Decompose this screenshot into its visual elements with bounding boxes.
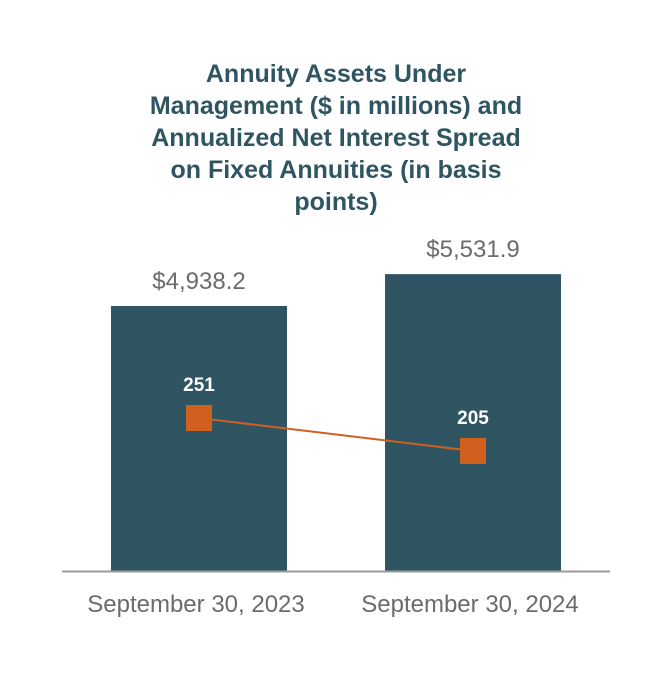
spread-marker-1 [186,405,212,431]
spread-value-label-1: 251 [183,375,215,396]
bar-value-label-1: $4,938.2 [152,268,245,295]
chart-title-line-3: Annualized Net Interest Spread [151,124,521,152]
chart-title: Annuity Assets Under Management ($ in mi… [0,58,672,218]
chart-title-line-1: Annuity Assets Under [205,60,467,88]
spread-marker-2 [460,438,486,464]
x-tick-label-1: September 30, 2023 [87,591,305,618]
chart-title-line-5: points) [294,188,378,216]
chart-title-line-2: Management ($ in millions) and [149,92,523,120]
bar-1 [111,306,287,571]
x-tick-label-2: September 30, 2024 [361,591,579,618]
spread-value-label-2: 205 [457,408,489,429]
chart-title-line-4: on Fixed Annuities (in basis [170,156,502,184]
bar-2 [385,274,561,571]
bar-value-label-2: $5,531.9 [426,236,519,263]
spread-line [198,417,474,452]
